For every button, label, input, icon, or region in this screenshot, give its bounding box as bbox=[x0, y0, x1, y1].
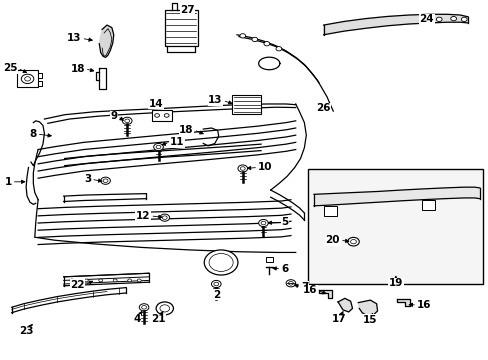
Circle shape bbox=[139, 304, 148, 311]
Text: 13: 13 bbox=[207, 95, 222, 105]
Text: 27: 27 bbox=[180, 5, 194, 15]
Circle shape bbox=[101, 177, 110, 184]
Text: 5: 5 bbox=[281, 217, 288, 227]
Text: 2: 2 bbox=[212, 290, 220, 300]
Text: 19: 19 bbox=[388, 278, 402, 288]
Circle shape bbox=[103, 179, 108, 183]
Circle shape bbox=[213, 282, 218, 286]
Circle shape bbox=[240, 34, 245, 38]
Bar bbox=[152, 110, 172, 121]
Text: 25: 25 bbox=[3, 63, 18, 73]
Circle shape bbox=[153, 143, 163, 150]
Circle shape bbox=[70, 279, 74, 282]
Bar bbox=[18, 69, 38, 87]
Circle shape bbox=[154, 114, 159, 117]
Text: 16: 16 bbox=[302, 285, 317, 296]
Text: 23: 23 bbox=[19, 326, 33, 336]
Text: 1: 1 bbox=[4, 177, 12, 187]
Circle shape bbox=[156, 302, 173, 315]
Text: 8: 8 bbox=[29, 129, 37, 139]
Polygon shape bbox=[358, 300, 377, 316]
Circle shape bbox=[211, 280, 221, 288]
Circle shape bbox=[261, 221, 265, 225]
Circle shape bbox=[238, 165, 247, 172]
Circle shape bbox=[122, 117, 132, 125]
Circle shape bbox=[209, 253, 233, 271]
Polygon shape bbox=[396, 299, 409, 306]
Circle shape bbox=[347, 237, 359, 246]
Circle shape bbox=[24, 77, 30, 81]
Text: 10: 10 bbox=[258, 162, 272, 172]
Circle shape bbox=[264, 41, 269, 46]
Circle shape bbox=[288, 282, 293, 285]
Circle shape bbox=[275, 46, 281, 51]
Text: 18: 18 bbox=[179, 125, 193, 135]
Circle shape bbox=[160, 214, 169, 221]
Circle shape bbox=[162, 216, 167, 220]
Text: 16: 16 bbox=[416, 300, 431, 310]
Text: 18: 18 bbox=[70, 64, 85, 74]
Polygon shape bbox=[99, 68, 105, 89]
Circle shape bbox=[156, 145, 161, 149]
Circle shape bbox=[251, 37, 257, 41]
Circle shape bbox=[258, 220, 268, 226]
Text: 20: 20 bbox=[325, 235, 339, 245]
Text: 15: 15 bbox=[363, 315, 377, 325]
Bar bbox=[421, 200, 434, 210]
Text: 11: 11 bbox=[169, 138, 183, 147]
Bar bbox=[232, 95, 261, 114]
Circle shape bbox=[124, 119, 129, 123]
Text: 22: 22 bbox=[70, 280, 85, 290]
Polygon shape bbox=[337, 298, 352, 312]
Circle shape bbox=[350, 239, 356, 244]
Text: 13: 13 bbox=[67, 33, 81, 43]
Circle shape bbox=[435, 17, 441, 22]
Circle shape bbox=[460, 17, 466, 22]
Circle shape bbox=[127, 279, 131, 282]
Bar bbox=[323, 206, 336, 216]
Circle shape bbox=[204, 250, 238, 275]
Circle shape bbox=[99, 279, 102, 282]
Bar bbox=[265, 257, 272, 262]
Bar bbox=[164, 10, 197, 45]
Text: 3: 3 bbox=[83, 174, 91, 184]
Circle shape bbox=[285, 280, 295, 287]
Circle shape bbox=[450, 17, 456, 21]
Text: 4: 4 bbox=[133, 314, 140, 324]
Text: 7: 7 bbox=[301, 282, 308, 292]
Circle shape bbox=[240, 167, 244, 170]
Polygon shape bbox=[318, 291, 332, 298]
Circle shape bbox=[113, 279, 117, 282]
Text: 12: 12 bbox=[136, 211, 150, 221]
Text: 26: 26 bbox=[316, 103, 330, 113]
Circle shape bbox=[21, 74, 34, 84]
Circle shape bbox=[160, 305, 169, 312]
Text: 21: 21 bbox=[151, 314, 165, 324]
Polygon shape bbox=[313, 187, 479, 206]
Bar bbox=[307, 169, 483, 284]
Circle shape bbox=[84, 279, 88, 282]
Polygon shape bbox=[323, 14, 467, 35]
Text: 17: 17 bbox=[331, 314, 346, 324]
Text: 14: 14 bbox=[148, 99, 163, 109]
Circle shape bbox=[137, 279, 141, 282]
Circle shape bbox=[164, 114, 169, 117]
Text: 6: 6 bbox=[281, 264, 288, 274]
Polygon shape bbox=[99, 25, 114, 57]
Text: 24: 24 bbox=[419, 14, 433, 24]
Circle shape bbox=[142, 306, 146, 309]
Text: 9: 9 bbox=[110, 111, 117, 121]
